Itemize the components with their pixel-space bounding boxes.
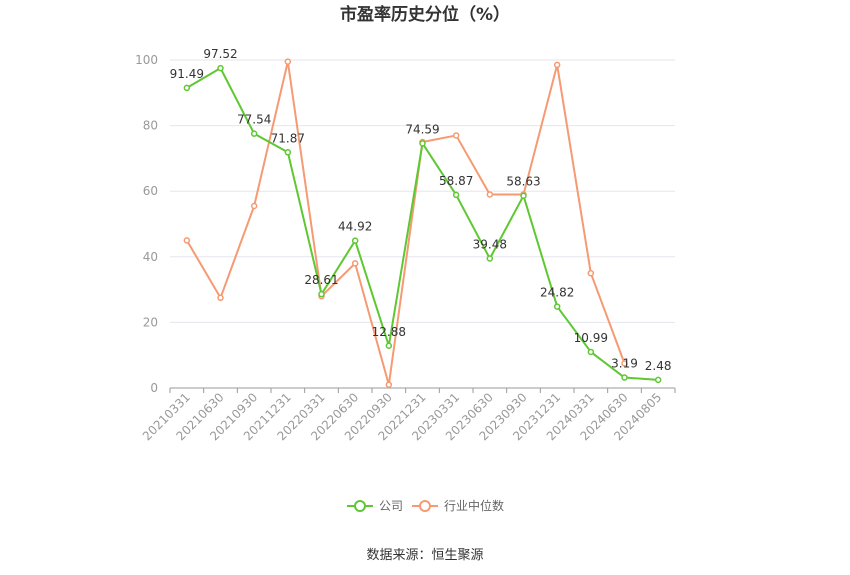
data-point-company[interactable] <box>217 64 224 72</box>
legend-marker-company <box>354 500 366 512</box>
data-point-company[interactable] <box>351 237 359 244</box>
data-label: 12.88 <box>372 325 406 339</box>
series-line-industry <box>185 60 626 386</box>
data-point-company[interactable] <box>183 84 191 92</box>
data-point-company[interactable] <box>318 290 325 298</box>
data-point-company[interactable] <box>452 191 460 199</box>
data-label: 58.63 <box>506 175 540 189</box>
legend-label-industry: 行业中位数 <box>444 498 504 513</box>
data-label: 74.59 <box>405 122 439 136</box>
data-point-company[interactable] <box>486 255 494 262</box>
data-point-company[interactable] <box>621 374 628 381</box>
data-label: 28.61 <box>304 273 338 287</box>
data-label: 24.82 <box>540 286 574 300</box>
data-point-industry[interactable] <box>351 260 359 267</box>
legend-item-industry[interactable]: 行业中位数 <box>412 498 504 513</box>
data-label: 58.87 <box>439 174 473 188</box>
series-layer <box>183 58 662 388</box>
data-label: 10.99 <box>574 331 608 345</box>
data-label: 97.52 <box>203 47 237 61</box>
data-label: 77.54 <box>237 113 271 127</box>
y-tick-label: 0 <box>150 381 158 395</box>
data-point-industry[interactable] <box>621 360 628 367</box>
legend-marker-industry <box>419 500 431 512</box>
legend-label-company: 公司 <box>379 499 403 513</box>
data-point-company[interactable] <box>553 303 561 310</box>
data-label: 2.48 <box>645 359 672 373</box>
y-tick-label: 40 <box>143 250 158 264</box>
y-tick-label: 20 <box>143 315 158 329</box>
y-tick-label: 80 <box>143 119 158 133</box>
data-point-industry[interactable] <box>250 202 258 210</box>
data-label: 71.87 <box>271 131 305 145</box>
data-point-industry[interactable] <box>217 294 224 302</box>
data-point-company[interactable] <box>250 130 258 137</box>
data-label: 44.92 <box>338 220 372 234</box>
data-point-company[interactable] <box>284 149 292 156</box>
data-point-industry[interactable] <box>284 58 292 65</box>
grid <box>170 59 675 323</box>
source-note: 数据来源：恒生聚源 <box>366 548 483 563</box>
data-label: 91.49 <box>170 67 204 81</box>
chart-title: 市盈率历史分位（%） <box>340 4 510 25</box>
data-point-industry[interactable] <box>553 61 561 69</box>
data-label: 3.19 <box>611 357 638 371</box>
data-point-company[interactable] <box>520 192 527 199</box>
y-tick-label: 100 <box>135 53 158 67</box>
data-point-company[interactable] <box>587 348 595 356</box>
data-label: 39.48 <box>473 238 507 252</box>
data-point-industry[interactable] <box>183 237 191 244</box>
legend[interactable]: 公司 行业中位数 <box>347 498 504 513</box>
data-point-industry[interactable] <box>587 269 595 277</box>
y-tick-label: 60 <box>143 184 158 198</box>
data-point-company[interactable] <box>654 376 662 384</box>
data-point-industry[interactable] <box>486 191 494 198</box>
data-point-company[interactable] <box>419 140 426 147</box>
data-point-industry[interactable] <box>385 381 393 388</box>
x-axis: 2021033120210630202109302021123120220331… <box>140 387 676 443</box>
data-point-industry[interactable] <box>452 132 460 139</box>
legend-item-company[interactable]: 公司 <box>347 499 403 513</box>
data-point-company[interactable] <box>385 342 393 350</box>
y-axis: 0 20 40 60 80 100 <box>135 53 158 395</box>
